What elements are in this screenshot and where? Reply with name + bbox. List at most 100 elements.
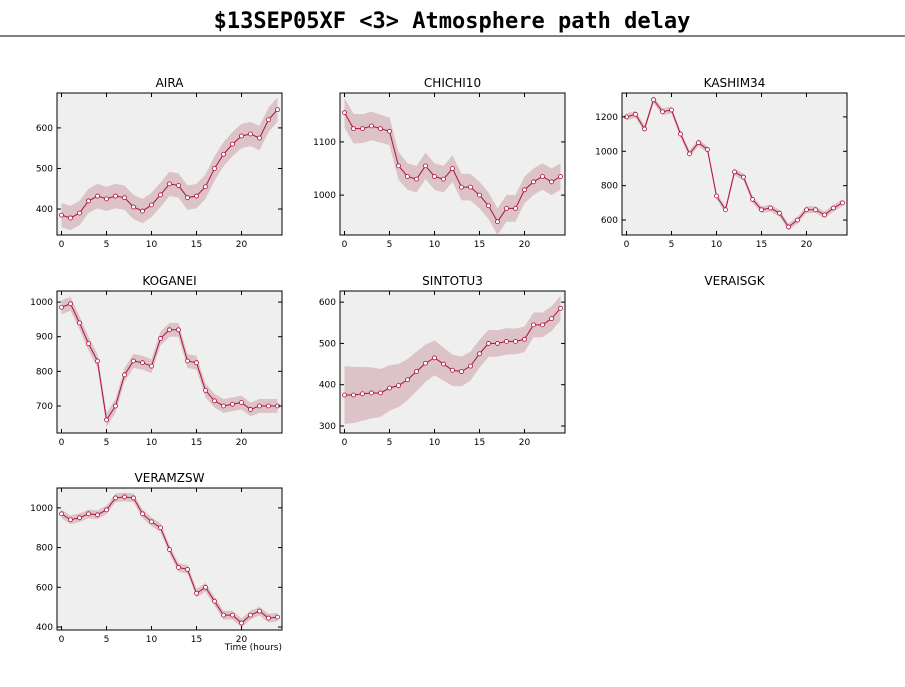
x-tick-label: 0 — [59, 438, 65, 448]
point — [77, 320, 82, 326]
point — [441, 176, 446, 182]
point — [86, 341, 91, 347]
point — [59, 212, 64, 218]
point — [696, 140, 701, 146]
point — [221, 403, 226, 409]
y-tick-label: 1000 — [313, 191, 336, 201]
x-tick-label: 15 — [474, 240, 485, 250]
point — [212, 398, 217, 404]
point — [239, 133, 244, 139]
point — [750, 197, 755, 202]
point — [248, 407, 253, 412]
point — [642, 126, 647, 132]
point — [741, 174, 746, 180]
point — [804, 207, 809, 213]
point — [230, 141, 235, 147]
point — [423, 360, 428, 366]
x-tick-label: 20 — [236, 635, 248, 645]
point — [360, 391, 365, 397]
point — [378, 126, 383, 132]
x-tick-label: 10 — [146, 438, 158, 448]
x-tick-label: 10 — [711, 240, 723, 250]
point — [522, 336, 527, 342]
point — [504, 338, 509, 344]
point — [633, 111, 638, 117]
x-tick-label: 15 — [474, 438, 485, 448]
point — [831, 205, 836, 211]
point — [176, 565, 181, 570]
point — [104, 196, 109, 202]
x-tick-label: 15 — [191, 635, 202, 645]
point — [759, 207, 764, 213]
y-tick-label: 1000 — [595, 147, 618, 157]
y-tick-label: 800 — [36, 367, 53, 377]
point — [131, 204, 136, 210]
point — [167, 327, 172, 333]
point — [705, 147, 710, 152]
point — [396, 383, 401, 388]
point — [558, 305, 563, 311]
x-tick-label: 20 — [801, 240, 813, 250]
y-tick-label: 1100 — [313, 138, 336, 148]
point — [68, 517, 73, 523]
point — [459, 184, 464, 190]
point — [149, 202, 154, 208]
point — [351, 392, 356, 398]
point — [122, 494, 127, 500]
point — [131, 495, 136, 501]
point — [813, 207, 818, 213]
point — [266, 615, 271, 621]
y-tick-label: 900 — [36, 333, 53, 343]
point — [678, 131, 683, 137]
x-tick-label: 0 — [342, 438, 348, 448]
point — [140, 511, 145, 517]
point — [221, 151, 226, 157]
point — [248, 612, 253, 618]
point — [248, 131, 253, 137]
point — [396, 163, 401, 169]
point — [540, 322, 545, 328]
y-tick-label: 800 — [36, 544, 53, 554]
y-tick-label: 800 — [601, 182, 618, 192]
point — [387, 385, 392, 391]
point — [122, 372, 127, 378]
point — [513, 206, 518, 211]
point — [185, 358, 190, 364]
point — [86, 511, 91, 517]
point — [203, 387, 208, 393]
point — [194, 193, 199, 199]
point — [122, 195, 127, 201]
point — [387, 128, 392, 134]
y-tick-label: 1200 — [595, 113, 618, 123]
y-tick-label: 400 — [36, 205, 53, 215]
point — [212, 166, 217, 171]
point — [660, 109, 665, 115]
point — [360, 126, 365, 132]
plot-area — [621, 92, 848, 236]
y-tick-label: 1000 — [30, 504, 53, 514]
panel-title: SINTOTU3 — [422, 274, 483, 288]
x-tick-label: 5 — [104, 240, 110, 250]
point — [221, 612, 226, 618]
point — [158, 525, 163, 531]
point — [405, 174, 410, 179]
x-tick-label: 5 — [669, 240, 675, 250]
x-tick-label: 15 — [191, 438, 202, 448]
point — [257, 403, 262, 409]
point — [687, 151, 692, 157]
point — [95, 193, 100, 199]
x-tick-label: 0 — [342, 240, 348, 250]
point — [486, 341, 491, 346]
figure-title: $13SEP05XF <3> Atmosphere path delay — [214, 9, 691, 34]
point — [441, 361, 446, 367]
point — [194, 590, 199, 596]
x-tick-label: 20 — [236, 240, 248, 250]
panel-title: KASHIM34 — [704, 76, 766, 90]
x-tick-label: 15 — [191, 240, 202, 250]
point — [414, 369, 419, 374]
point — [669, 107, 674, 113]
point — [651, 97, 656, 103]
point — [432, 174, 437, 179]
point — [795, 217, 800, 223]
